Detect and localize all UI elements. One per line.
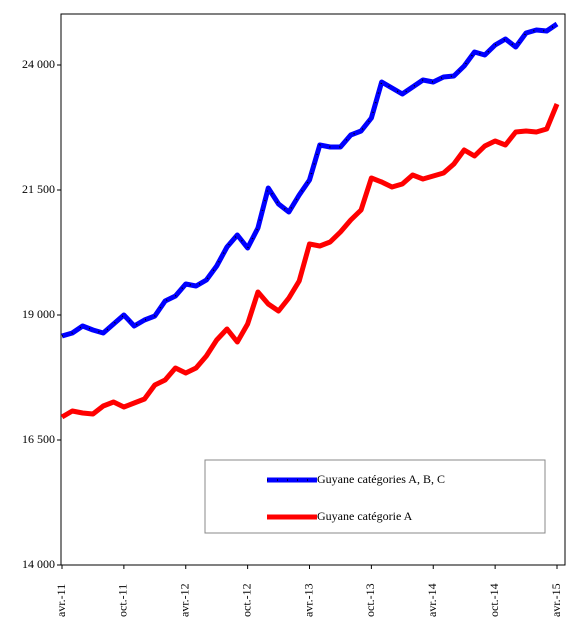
x-tick-label: avr.-15 — [549, 583, 563, 617]
y-tick-label: 24 000 — [22, 57, 55, 71]
legend-label: Guyane catégorie A — [317, 509, 413, 523]
x-tick-label: oct.-13 — [363, 583, 377, 617]
series-line — [60, 103, 560, 420]
legend-box — [204, 459, 546, 534]
y-tick-label: 14 000 — [22, 557, 55, 571]
x-tick-label: avr.-14 — [425, 583, 439, 617]
x-tick-label: avr.-13 — [301, 583, 315, 617]
x-tick-label: oct.-11 — [116, 584, 130, 617]
x-tick-label: oct.-14 — [487, 583, 501, 617]
y-tick-label: 19 000 — [22, 307, 55, 321]
legend-label: Guyane catégories A, B, C — [317, 472, 445, 486]
x-tick-label: avr.-12 — [178, 583, 192, 617]
y-tick-label: 21 500 — [22, 182, 55, 196]
series-line — [61, 21, 559, 339]
x-tick-label: oct.-12 — [239, 583, 253, 617]
y-tick-label: 16 500 — [22, 432, 55, 446]
plot-frame — [60, 13, 566, 566]
x-tick-label: avr.-11 — [54, 584, 68, 617]
